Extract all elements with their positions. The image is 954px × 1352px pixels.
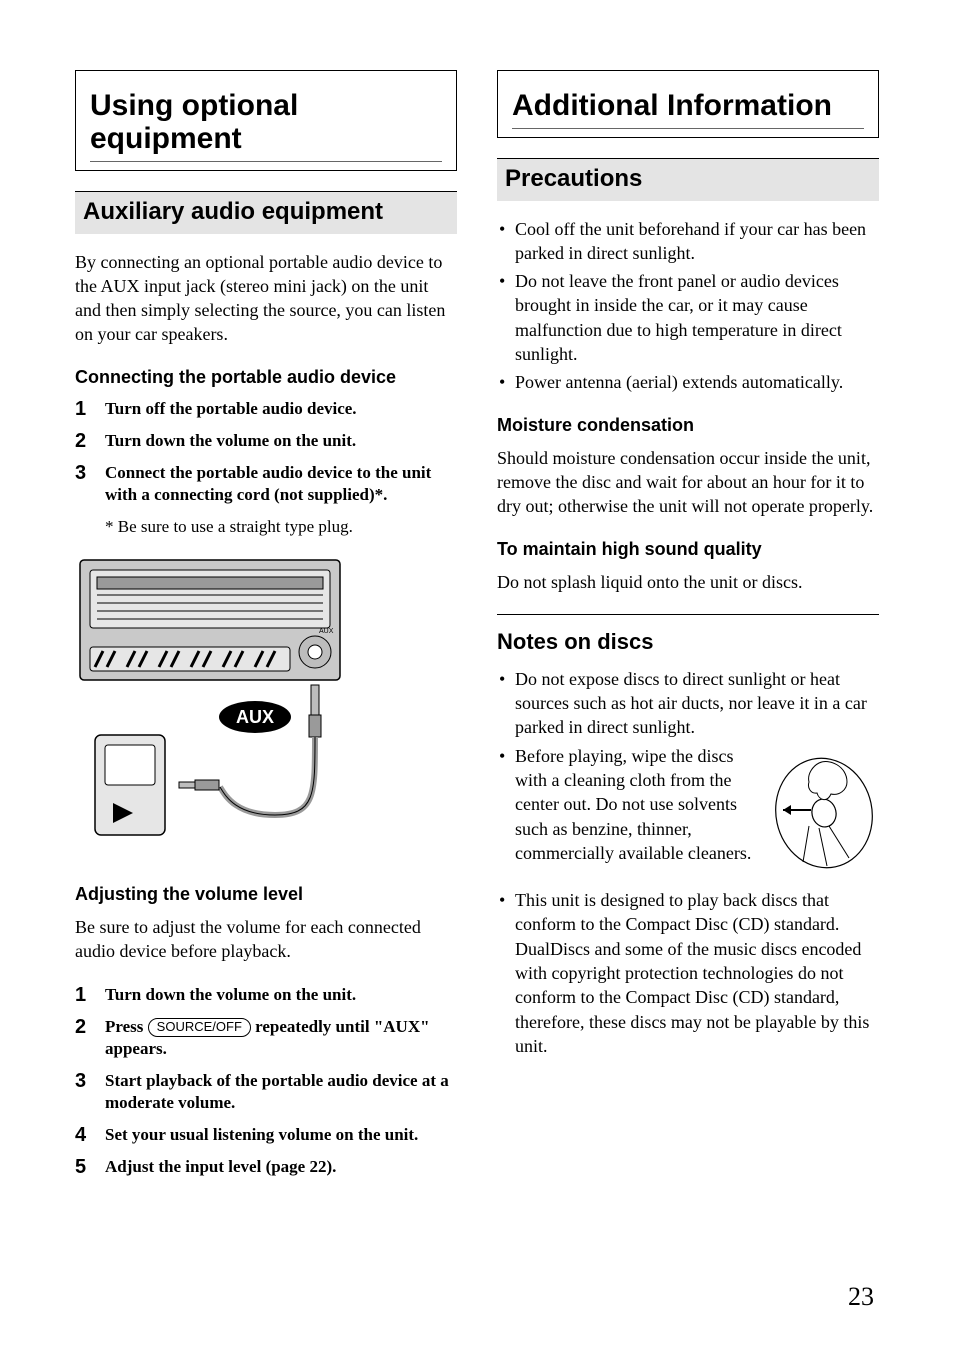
right-column: Additional Information Precautions Cool … <box>497 70 879 1194</box>
chapter-box-right: Additional Information <box>497 70 879 138</box>
disc-item: Before playing, wipe the discs with a cl… <box>497 744 879 884</box>
precaution-item: Power antenna (aerial) extends automatic… <box>497 370 879 394</box>
disc-wipe-svg <box>769 748 879 878</box>
aux-badge-text: AUX <box>236 707 274 727</box>
sound-heading: To maintain high sound quality <box>497 539 879 560</box>
page-columns: Using optional equipment Auxiliary audio… <box>75 70 879 1194</box>
connect-step: Connect the portable audio device to the… <box>75 462 457 506</box>
precaution-item: Cool off the unit beforehand if your car… <box>497 217 879 266</box>
page-number: 23 <box>848 1282 874 1312</box>
moisture-text: Should moisture condensation occur insid… <box>497 446 879 519</box>
section-header-precautions: Precautions <box>497 158 879 201</box>
adjust-step: Press SOURCE/OFF repeatedly until "AUX" … <box>75 1016 457 1060</box>
left-column: Using optional equipment Auxiliary audio… <box>75 70 457 1194</box>
chapter-title-right: Additional Information <box>512 89 864 129</box>
connect-footnote: * Be sure to use a straight type plug. <box>75 516 457 539</box>
disc-wipe-text: Before playing, wipe the discs with a cl… <box>515 744 759 865</box>
adjust-step: Start playback of the portable audio dev… <box>75 1070 457 1114</box>
svg-text:AUX: AUX <box>319 628 334 635</box>
step2-prefix: Press <box>105 1017 148 1036</box>
disc-item: Do not expose discs to direct sunlight o… <box>497 667 879 740</box>
disc-item: This unit is designed to play back discs… <box>497 888 879 1058</box>
precaution-item: Do not leave the front panel or audio de… <box>497 269 879 366</box>
sound-text: Do not splash liquid onto the unit or di… <box>497 570 879 594</box>
discs-list: Do not expose discs to direct sunlight o… <box>497 667 879 1058</box>
adjust-step: Adjust the input level (page 22). <box>75 1156 457 1178</box>
adjust-heading: Adjusting the volume level <box>75 884 457 905</box>
adjust-step: Set your usual listening volume on the u… <box>75 1124 457 1146</box>
aux-intro: By connecting an optional portable audio… <box>75 250 457 347</box>
chapter-title-left: Using optional equipment <box>90 89 442 162</box>
connect-step: Turn down the volume on the unit. <box>75 430 457 452</box>
connect-heading: Connecting the portable audio device <box>75 367 457 388</box>
section-header-aux: Auxiliary audio equipment <box>75 191 457 234</box>
chapter-box-left: Using optional equipment <box>75 70 457 171</box>
aux-diagram-svg: AUX AUX <box>75 555 375 855</box>
source-off-key: SOURCE/OFF <box>148 1018 251 1037</box>
precautions-list: Cool off the unit beforehand if your car… <box>497 217 879 395</box>
section-divider <box>497 614 879 615</box>
aux-figure: AUX AUX <box>75 555 457 860</box>
adjust-intro: Be sure to adjust the volume for each co… <box>75 915 457 964</box>
adjust-steps: Turn down the volume on the unit. Press … <box>75 984 457 1179</box>
adjust-step: Turn down the volume on the unit. <box>75 984 457 1006</box>
disc-wipe-figure <box>769 748 879 884</box>
connect-step: Turn off the portable audio device. <box>75 398 457 420</box>
discs-title: Notes on discs <box>497 629 879 655</box>
moisture-heading: Moisture condensation <box>497 415 879 436</box>
connect-steps: Turn off the portable audio device. Turn… <box>75 398 457 506</box>
